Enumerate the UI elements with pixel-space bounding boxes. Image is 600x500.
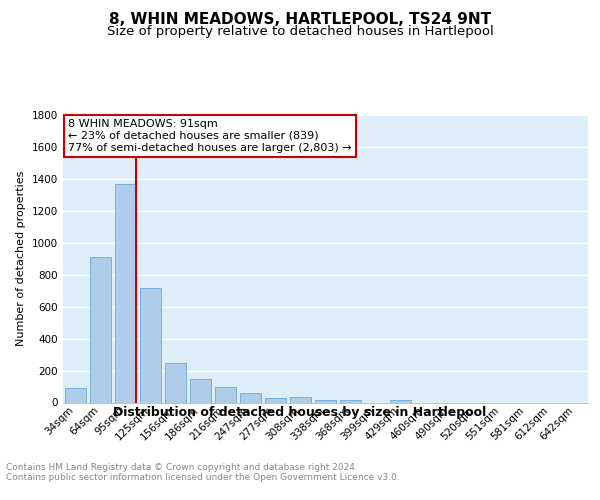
Bar — [215, 387, 236, 402]
Bar — [65, 388, 86, 402]
Bar — [165, 363, 186, 403]
Bar — [340, 400, 361, 402]
Bar — [290, 398, 311, 402]
Text: 8, WHIN MEADOWS, HARTLEPOOL, TS24 9NT: 8, WHIN MEADOWS, HARTLEPOOL, TS24 9NT — [109, 12, 491, 28]
Bar — [115, 184, 136, 402]
Y-axis label: Number of detached properties: Number of detached properties — [16, 171, 26, 346]
Bar — [390, 400, 411, 402]
Bar — [240, 394, 261, 402]
Bar — [140, 288, 161, 403]
Bar — [90, 257, 111, 402]
Bar — [190, 380, 211, 402]
Text: 8 WHIN MEADOWS: 91sqm
← 23% of detached houses are smaller (839)
77% of semi-det: 8 WHIN MEADOWS: 91sqm ← 23% of detached … — [68, 120, 352, 152]
Text: Size of property relative to detached houses in Hartlepool: Size of property relative to detached ho… — [107, 25, 493, 38]
Bar — [265, 398, 286, 402]
Bar — [315, 400, 336, 402]
Text: Contains HM Land Registry data © Crown copyright and database right 2024.
Contai: Contains HM Land Registry data © Crown c… — [6, 462, 400, 482]
Text: Distribution of detached houses by size in Hartlepool: Distribution of detached houses by size … — [113, 406, 487, 419]
